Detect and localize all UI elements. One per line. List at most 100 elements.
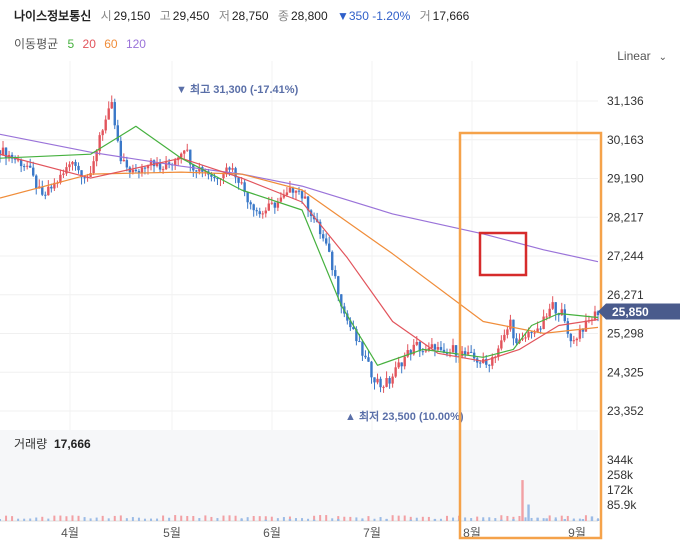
candle-body [436,347,440,350]
ma120-line [0,133,599,263]
candle-body [261,213,264,215]
volume-bar [373,518,376,521]
candle-body [418,342,422,352]
candle-body [485,359,488,365]
candle-body [355,329,358,342]
volume-bar [545,518,548,521]
volume-bar [107,518,110,521]
volume-bar [210,516,213,521]
open-value: 29,150 [113,9,151,23]
volume-bar [554,519,557,521]
candle-body [331,251,334,271]
candle-body [149,160,153,166]
volume-bar [156,518,159,521]
volume-label: 거 [419,9,431,23]
scale-mode-dropdown[interactable]: Linear ⌄ [617,49,667,63]
candle-body [548,308,551,317]
candle-body [394,367,397,377]
volume-bar [35,517,38,521]
ma5-legend[interactable]: 5 [67,37,75,51]
volume-bar [548,515,551,521]
candle-body [41,186,44,195]
candle-body [451,345,455,353]
volume-bar [270,516,273,521]
candle-body [35,175,38,189]
volume-bar [494,518,497,521]
candle-body [276,201,280,208]
candle-body [454,345,458,356]
volume-bar [294,518,297,521]
current-price-label: 25,850 [612,305,649,319]
candle-body [32,167,35,176]
scale-mode-label: Linear [617,49,651,63]
candle-body [152,160,156,167]
candle-body [500,340,503,349]
candle-body [161,169,165,171]
stock-name[interactable]: 나이스정보통신 [14,9,92,23]
volume-bar [470,518,473,521]
candle-body [134,169,138,172]
candle-body [569,333,573,342]
candle-body [294,190,298,193]
candle-body [403,356,406,367]
candle-body [439,347,443,350]
volume-bar [288,516,291,521]
candle-body [173,160,177,166]
candle-body [584,320,588,332]
volume-bar [391,515,394,521]
candle-body [391,376,394,384]
candle-body [575,338,579,341]
volume-bar [131,517,134,521]
volume-bar [77,515,80,521]
volume-bar [192,515,195,521]
candle-body [479,362,482,364]
candle-body [545,316,548,318]
candle-body [433,344,437,350]
volume-bar [524,517,527,521]
candle-body [349,320,352,328]
volume-bar [180,515,183,521]
volume-pane [0,430,598,521]
volume-bar [464,517,467,521]
volume-bar [198,518,201,521]
volume-bar [578,518,581,521]
close-value: 28,800 [290,9,328,23]
candle-body [4,147,8,159]
candle-body [270,202,274,204]
volume-bar [476,516,479,521]
candle-body [551,302,554,309]
candle-body [122,160,126,162]
candle-body [400,362,403,367]
low-price-annotation: ▲ 최저 23,500 (10.00%) [345,409,464,423]
ma60-legend[interactable]: 60 [104,37,118,51]
volume-bar [361,519,364,521]
volume-bar [445,515,448,521]
high-price-annotation: ▼ 최고 31,300 (-17.41%) [176,82,299,96]
candle-body [98,135,101,152]
candle-body [503,334,506,341]
volume-bar [150,518,153,521]
volume-bar [563,519,566,521]
candle-body [279,197,283,202]
candle-body [83,177,86,179]
candle-body [158,162,162,170]
ma20-legend[interactable]: 20 [82,37,96,51]
volume-bar [512,519,515,521]
volume-bar [222,515,225,521]
candle-body [460,351,464,357]
candle-body [101,130,104,136]
current-price-tag [598,303,680,320]
volume-bar [403,515,406,521]
candle-body [164,162,168,170]
candle-body [273,202,277,208]
quote-summary: 나이스정보통신 시 29,150 고 29,450 저 28,750 종 28,800 … [14,7,475,24]
volume-bar [137,517,140,521]
candle-body [68,164,71,168]
price-tick-label: 24,325 [607,365,644,379]
ma120-legend[interactable]: 120 [125,37,146,51]
volume-bar [337,519,340,521]
volume-bar [536,517,539,521]
candle-body [328,243,331,252]
candle-body [288,187,292,193]
